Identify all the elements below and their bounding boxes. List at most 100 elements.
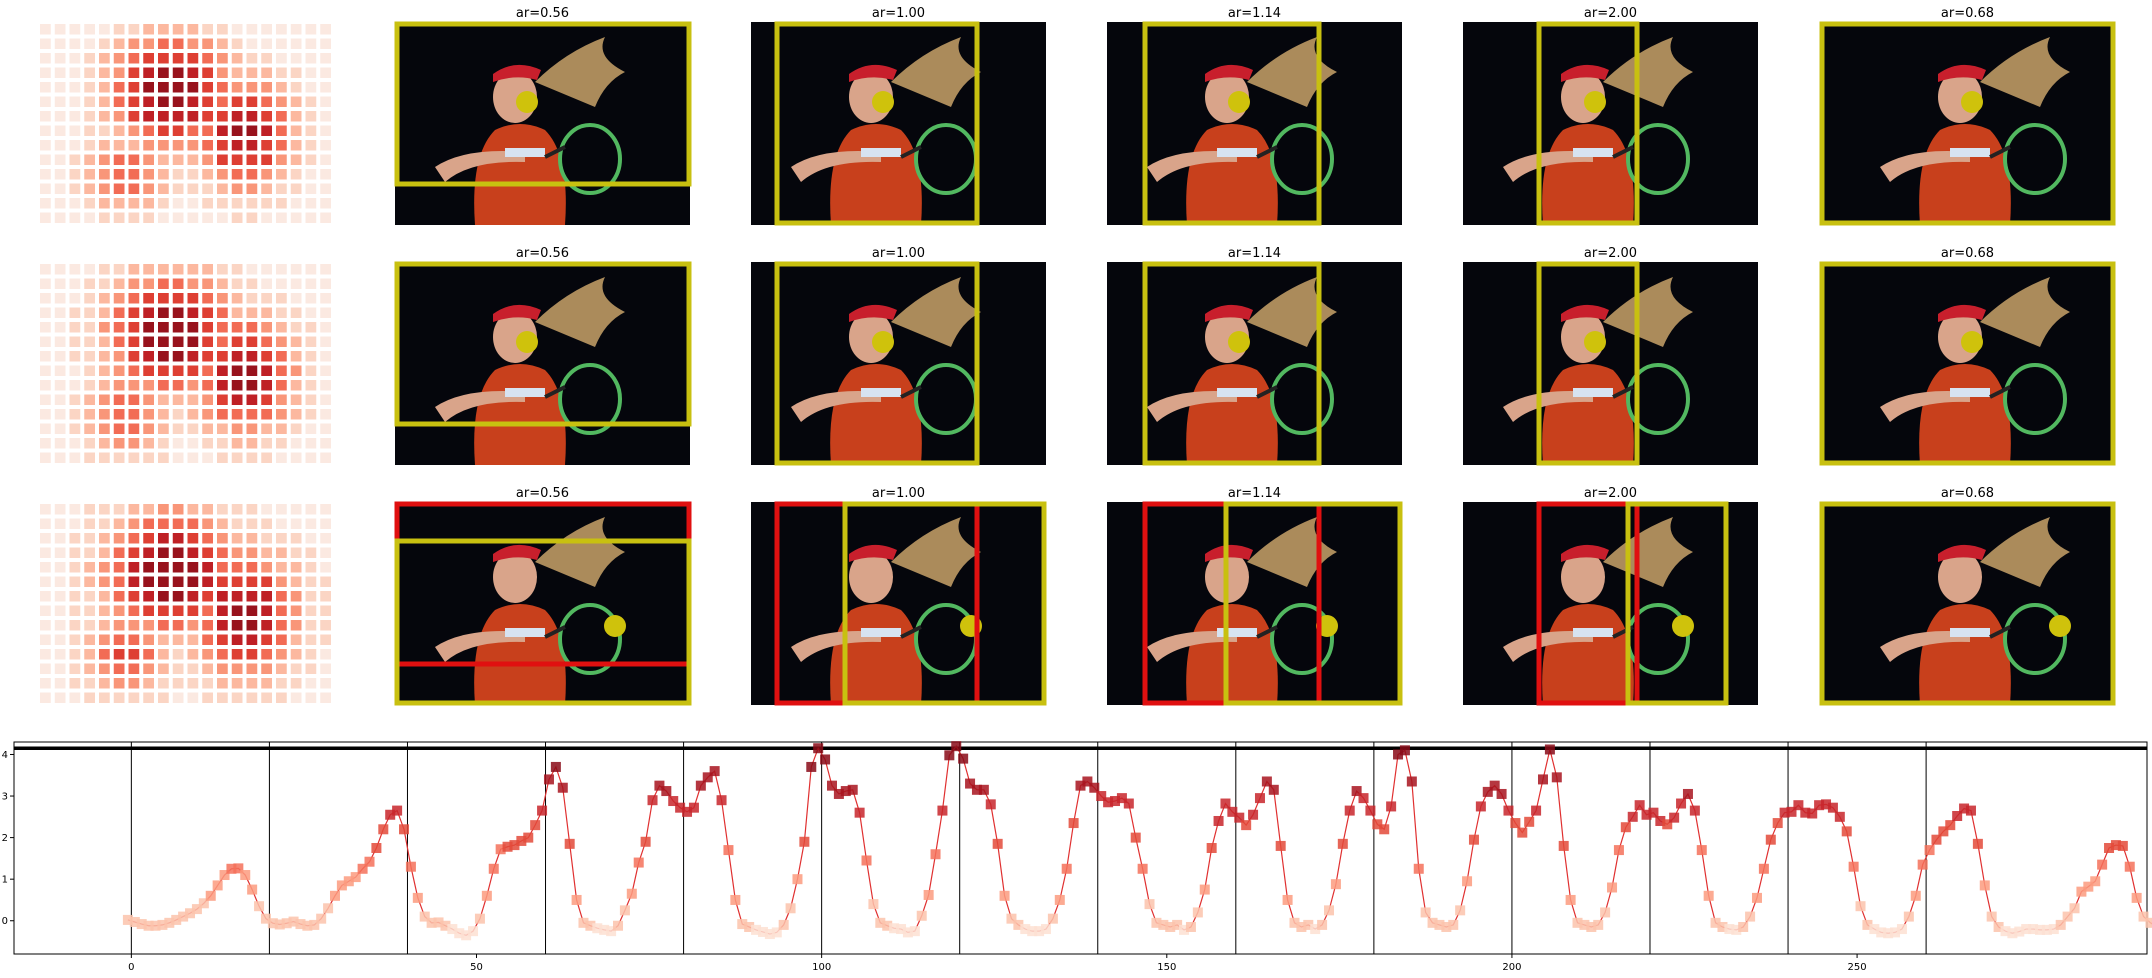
heatmap-cell	[143, 322, 154, 333]
panel-title: ar=2.00	[1584, 6, 1637, 21]
photo-panel: ar=0.56	[394, 246, 692, 465]
focus-dot	[872, 331, 894, 353]
heatmap-cell	[261, 125, 272, 136]
heatmap-cell	[128, 438, 140, 449]
heatmap-cell	[261, 423, 272, 434]
heatmap-cell	[84, 154, 95, 165]
heatmap-cell	[290, 111, 302, 122]
heatmap-cell	[158, 576, 169, 587]
heatmap-cell	[261, 322, 272, 333]
heatmap-cell	[305, 591, 317, 602]
heatmap-cell	[276, 336, 287, 347]
heatmap-cell	[320, 264, 331, 275]
heatmap-cell	[99, 547, 110, 558]
data-point	[185, 908, 196, 919]
heatmap-cell	[202, 140, 213, 151]
heatmap-cell	[290, 380, 302, 391]
heatmap-cell	[246, 183, 258, 194]
x-tick-label: 0	[128, 962, 134, 973]
data-point	[481, 890, 492, 901]
data-point	[267, 918, 278, 929]
data-point	[1123, 798, 1134, 809]
heatmap-cell	[99, 278, 110, 289]
racket-handle	[900, 145, 922, 159]
heatmap-cell	[69, 518, 81, 529]
heatmap-cell	[320, 307, 331, 318]
heatmap-cell	[128, 562, 140, 573]
heatmap-cell	[40, 336, 51, 347]
data-point	[136, 919, 147, 930]
heatmap-cell	[54, 438, 66, 449]
heatmap-cell	[320, 82, 331, 93]
heatmap-cell	[231, 605, 243, 616]
data-point	[985, 799, 996, 810]
heatmap-cell	[40, 351, 51, 362]
heatmap-cell	[231, 67, 243, 78]
heatmap-cell	[99, 634, 110, 645]
heatmap-cell	[158, 336, 169, 347]
heatmap-cell	[54, 518, 66, 529]
heatmap-cell	[99, 322, 110, 333]
heatmap-cell	[172, 96, 184, 107]
data-point	[1241, 820, 1252, 831]
heatmap-cell	[261, 67, 272, 78]
data-point	[1648, 807, 1659, 818]
wristband-shape	[1217, 148, 1257, 157]
heatmap-cell	[158, 591, 169, 602]
heatmap-cell	[217, 663, 228, 674]
heatmap-cell	[84, 533, 95, 544]
photo-panel: ar=0.68	[1819, 486, 2116, 706]
heatmap-cell	[172, 24, 184, 35]
data-point	[143, 920, 154, 931]
racket-handle	[544, 625, 566, 639]
heatmap-cell	[202, 351, 213, 362]
heatmap-cell	[187, 409, 199, 420]
heatmap-cell	[84, 678, 95, 689]
heatmap-cell	[158, 423, 169, 434]
heatmap-cell	[320, 198, 331, 209]
arm-shape	[1880, 631, 1970, 662]
heatmap-cell	[305, 38, 317, 49]
racket-shape	[1626, 363, 1690, 435]
data-point	[882, 920, 893, 931]
heatmap-cell	[231, 111, 243, 122]
heatmap-cell	[231, 547, 243, 558]
data-point	[247, 884, 258, 895]
heatmap-cell	[290, 336, 302, 347]
data-point	[1386, 801, 1397, 812]
heatmap-cell	[54, 198, 66, 209]
panel-title: ar=1.14	[1228, 6, 1281, 21]
heatmap-cell	[320, 649, 331, 660]
data-point	[440, 920, 451, 931]
heatmap-cell	[261, 336, 272, 347]
data-point	[806, 761, 817, 772]
heatmap-cell	[69, 380, 81, 391]
racket-handle	[900, 625, 922, 639]
heatmap-cell	[246, 140, 258, 151]
heatmap-cell	[320, 53, 331, 64]
data-point	[1807, 808, 1818, 819]
data-point	[1586, 921, 1597, 932]
heatmap-cell	[217, 336, 228, 347]
face-shape	[1561, 551, 1605, 603]
heatmap-cell	[290, 96, 302, 107]
heatmap-cell	[172, 409, 184, 420]
data-point	[2041, 924, 2052, 935]
heatmap-cell	[99, 649, 110, 660]
heatmap-cell	[276, 533, 287, 544]
heatmap-cell	[231, 663, 243, 674]
heatmap-cell	[320, 293, 331, 304]
focus-dot	[516, 331, 538, 353]
wristband-shape	[861, 148, 901, 157]
data-point	[537, 805, 548, 816]
heatmap-cell	[84, 438, 95, 449]
heatmap-cell	[202, 518, 213, 529]
heatmap-cell	[261, 38, 272, 49]
heatmap-cell	[113, 82, 125, 93]
visor-shape	[1938, 544, 1986, 562]
heatmap-cell	[246, 125, 258, 136]
heatmap-cell	[40, 38, 51, 49]
panel-title: ar=2.00	[1584, 246, 1637, 261]
data-point	[799, 836, 810, 847]
heatmap-cell	[128, 504, 140, 515]
